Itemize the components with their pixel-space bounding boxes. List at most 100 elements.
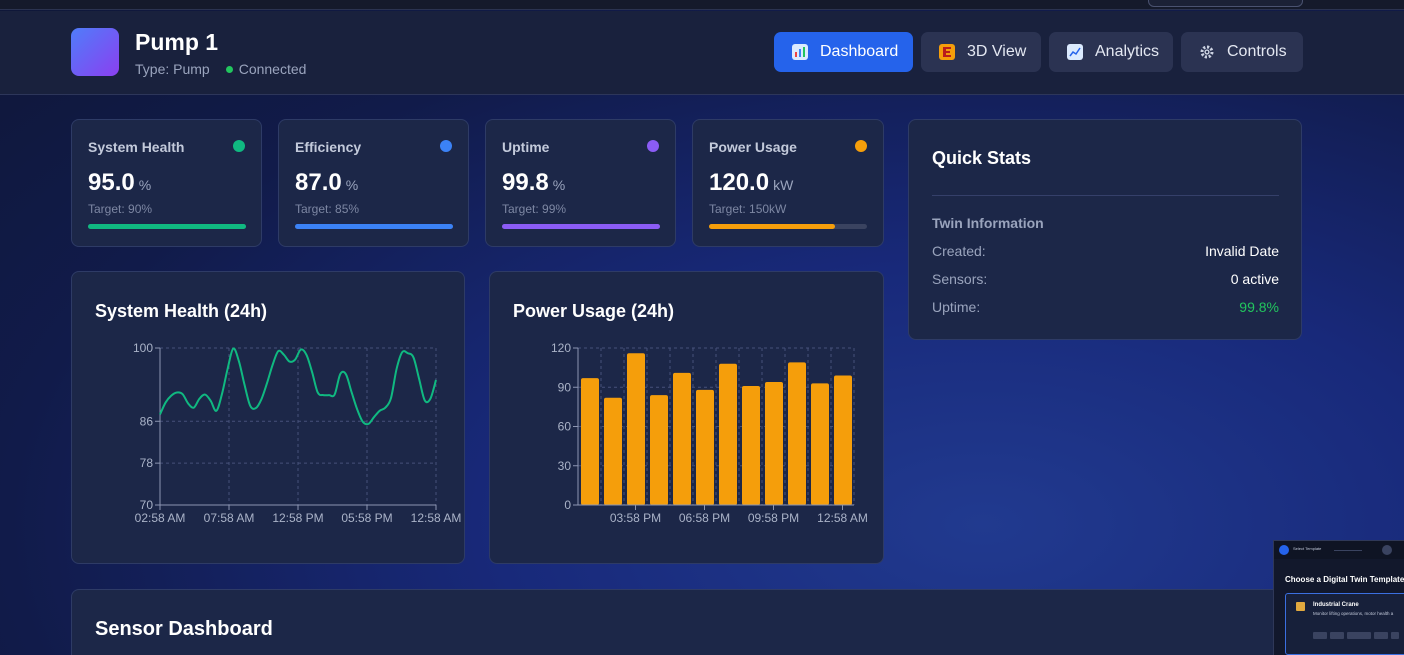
- template-card[interactable]: Industrial Crane Monitor lifting operati…: [1285, 593, 1404, 655]
- twin-logo: [71, 28, 119, 76]
- metric-progress-fill: [709, 224, 836, 229]
- y-tick-label: 86: [140, 414, 154, 428]
- bar: [696, 389, 714, 505]
- bar: [788, 362, 806, 505]
- metric-label: Efficiency: [295, 139, 362, 155]
- window-top-strip: [0, 0, 1404, 10]
- bar: [719, 363, 737, 505]
- metric-status-dot: [440, 140, 452, 152]
- crane-icon: [1296, 602, 1305, 611]
- tab-analytics[interactable]: Analytics: [1049, 32, 1173, 72]
- tab-analytics-label: Analytics: [1095, 43, 1160, 60]
- metric-value: 95.0%: [88, 169, 152, 196]
- metric-card-efficiency: Efficiency 87.0% Target: 85%: [278, 119, 469, 247]
- template-description: Monitor lifting operations, motor health…: [1313, 611, 1394, 616]
- metric-card-system-health: System Health 95.0% Target: 90%: [71, 119, 262, 247]
- bar: [581, 378, 599, 505]
- bar: [742, 385, 760, 505]
- bar: [627, 353, 645, 505]
- metric-card-power-usage: Power Usage 120.0 kW Target: 150kW: [692, 119, 884, 247]
- tag: [1374, 632, 1388, 639]
- metric-target: Target: 90%: [88, 202, 153, 216]
- x-tick-label: 05:58 PM: [341, 511, 392, 525]
- x-tick-label: 12:58 AM: [817, 511, 868, 525]
- y-tick-label: 90: [558, 380, 572, 394]
- chart-title: Power Usage (24h): [513, 301, 675, 321]
- connection-status: Connected: [238, 61, 307, 77]
- quick-stats-panel: Quick Stats Twin Information Created: Inv…: [908, 119, 1302, 340]
- template-heading: Choose a Digital Twin Template: [1285, 575, 1404, 584]
- twin-subline: Type: Pump Connected: [135, 61, 306, 77]
- tab-3d-view[interactable]: 3D View: [921, 32, 1041, 72]
- quick-stats-title: Quick Stats: [932, 148, 1032, 168]
- cube-icon: [939, 44, 955, 60]
- y-tick-label: 78: [140, 456, 154, 470]
- metric-progress-fill: [88, 224, 246, 229]
- metric-progress-track: [709, 224, 867, 229]
- tab-3d-view-label: 3D View: [967, 43, 1027, 60]
- metric-value: 120.0 kW: [709, 169, 794, 196]
- y-tick-label: 30: [558, 459, 572, 473]
- template-tags: [1313, 632, 1399, 639]
- template-preview-thumbnail[interactable]: Select Template Choose a Digital Twin Te…: [1273, 540, 1404, 655]
- bar: [650, 395, 668, 505]
- stat-row-uptime: Uptime: 99.8%: [932, 299, 1279, 315]
- tag: [1313, 632, 1327, 639]
- sensor-dashboard-panel: Sensor Dashboard: [71, 589, 1371, 655]
- metric-card-uptime: Uptime 99.8% Target: 99%: [485, 119, 676, 247]
- trend-icon: [1067, 44, 1083, 60]
- metric-target: Target: 150kW: [709, 202, 787, 216]
- metric-progress-track: [295, 224, 453, 229]
- power-usage-bar-chart: 0 30 60 90 120 03:58 PM 06:58 PM 09:58 PM 12:58 …: [551, 341, 868, 525]
- twin-type: Type: Pump: [135, 61, 210, 77]
- metric-status-dot: [855, 140, 867, 152]
- sensor-dashboard-title: Sensor Dashboard: [95, 618, 273, 640]
- metric-label: Uptime: [502, 139, 550, 155]
- metric-target: Target: 99%: [502, 202, 567, 216]
- y-tick-label: 0: [564, 498, 571, 512]
- metric-progress-track: [502, 224, 660, 229]
- tab-controls-label: Controls: [1227, 43, 1287, 60]
- wizard-steps: Select Template: [1274, 541, 1404, 559]
- tag: [1330, 632, 1344, 639]
- step-indicator-active: [1279, 545, 1289, 555]
- y-tick-label: 120: [551, 341, 571, 355]
- metric-status-dot: [647, 140, 659, 152]
- chart-icon: [792, 44, 808, 60]
- metric-progress-fill: [502, 224, 660, 229]
- bar: [604, 397, 622, 505]
- tab-dashboard-label: Dashboard: [820, 43, 899, 60]
- tab-dashboard[interactable]: Dashboard: [774, 32, 913, 72]
- bar: [765, 382, 783, 505]
- power-usage-chart-card: Power Usage (24h) 0 30 60 90 120 03:58 PM 06:5…: [489, 271, 884, 564]
- metric-progress-track: [88, 224, 246, 229]
- y-tick-label: 60: [558, 420, 572, 434]
- top-pill: [1148, 0, 1303, 7]
- app-header: Pump 1 Type: Pump Connected Dashboard 3D…: [0, 11, 1404, 95]
- tab-controls[interactable]: Controls: [1181, 32, 1303, 72]
- x-tick-label: 02:58 AM: [135, 511, 186, 525]
- bar: [673, 372, 691, 505]
- x-tick-label: 12:58 AM: [411, 511, 462, 525]
- series-line: [159, 347, 437, 426]
- gear-icon: [1199, 44, 1215, 60]
- x-tick-label: 07:58 AM: [204, 511, 255, 525]
- step-indicator: [1382, 545, 1392, 555]
- y-tick-label: 70: [140, 498, 154, 512]
- divider: [932, 195, 1279, 196]
- system-health-line-chart: 02:58 AM 07:58 AM 12:58 PM 05:58 PM 12:58 AM…: [133, 341, 462, 525]
- x-tick-label: 12:58 PM: [272, 511, 323, 525]
- metric-value: 99.8%: [502, 169, 566, 196]
- bar: [811, 383, 829, 505]
- step-label: Select Template: [1293, 546, 1322, 551]
- stat-row-created: Created: Invalid Date: [932, 243, 1279, 259]
- metric-target: Target: 85%: [295, 202, 360, 216]
- tag: [1391, 632, 1399, 639]
- tag: [1347, 632, 1371, 639]
- x-tick-label: 03:58 PM: [610, 511, 661, 525]
- step-connector: [1334, 550, 1362, 551]
- y-tick-label: 100: [133, 341, 153, 355]
- system-health-chart-card: System Health (24h) 02:58 AM 07:58 AM 12:5…: [71, 271, 465, 564]
- chart-title: System Health (24h): [95, 301, 268, 321]
- metric-status-dot: [233, 140, 245, 152]
